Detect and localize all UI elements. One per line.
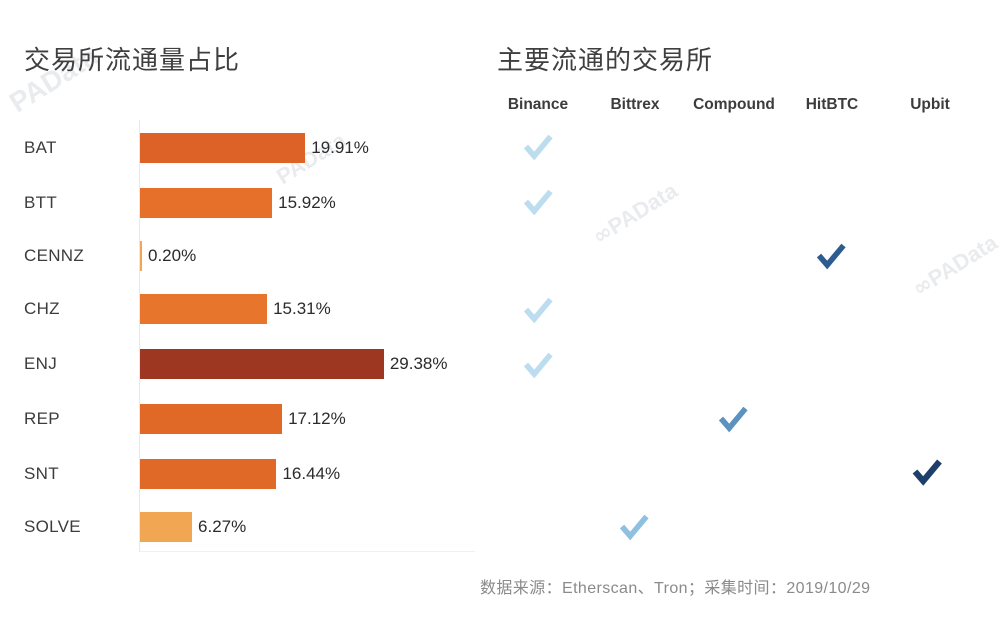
bar-value-label: 19.91% <box>311 138 369 157</box>
bar-category-label: BTT <box>24 193 58 212</box>
matrix-column-header-upbit: Upbit <box>910 96 950 113</box>
bar-value-label: 15.92% <box>278 193 336 212</box>
check-icon <box>617 511 653 547</box>
right-panel-title: 主要流通的交易所 <box>497 45 714 75</box>
bar-fill <box>140 459 277 489</box>
check-icon <box>716 403 752 439</box>
bar-track <box>140 188 273 218</box>
bar-fill <box>140 188 273 218</box>
bar-chart-baseline <box>140 551 475 552</box>
bar-track <box>140 512 193 542</box>
check-icon <box>521 294 555 328</box>
bar-category-label: REP <box>24 409 60 428</box>
bar-category-label: SOLVE <box>24 517 81 536</box>
bar-category-label: CENNZ <box>24 246 85 265</box>
bar-track <box>140 133 306 163</box>
exchange-share-bar-chart: BAT 19.91% BTT 15.92% CENNZ 0.20% CHZ 15.31% ENJ… <box>0 120 480 560</box>
bar-track <box>140 459 277 489</box>
bar-track <box>140 404 283 434</box>
bar-category-label: SNT <box>24 464 59 483</box>
bar-fill <box>140 404 283 434</box>
bar-track <box>140 294 268 324</box>
bar-category-label: BAT <box>24 138 57 157</box>
matrix-column-header-binance: Binance <box>507 96 569 113</box>
bar-value-label: 17.12% <box>288 409 346 428</box>
matrix-column-header-bittrex: Bittrex <box>610 96 660 113</box>
bar-track <box>140 349 384 379</box>
bar-value-label: 0.20% <box>148 246 197 265</box>
exchange-presence-matrix: Binance Bittrex Compound HitBTC Upbit <box>480 0 1000 600</box>
left-panel-title: 交易所流通量占比 <box>24 45 241 75</box>
bar-fill <box>140 241 142 271</box>
bar-track <box>140 241 142 271</box>
check-icon <box>521 131 555 165</box>
data-source-note: 数据来源：Etherscan、Tron；采集时间：2019/10/29 <box>480 580 871 597</box>
bar-value-label: 15.31% <box>273 299 331 318</box>
check-icon <box>814 240 850 276</box>
bar-fill <box>140 349 384 379</box>
bar-value-label: 16.44% <box>282 464 341 483</box>
bar-value-label: 6.27% <box>198 517 247 536</box>
matrix-column-header-compound: Compound <box>693 96 775 113</box>
bar-chart-y-axis-line <box>139 120 140 552</box>
bar-category-label: ENJ <box>24 354 58 373</box>
bar-fill <box>140 294 268 324</box>
bar-fill <box>140 133 306 163</box>
check-icon <box>521 349 555 383</box>
matrix-column-header-hitbtc: HitBTC <box>805 96 859 113</box>
bar-category-label: CHZ <box>24 299 60 318</box>
check-icon <box>910 456 950 496</box>
bar-value-label: 29.38% <box>389 354 448 373</box>
bar-fill <box>140 512 193 542</box>
check-icon <box>521 186 555 220</box>
